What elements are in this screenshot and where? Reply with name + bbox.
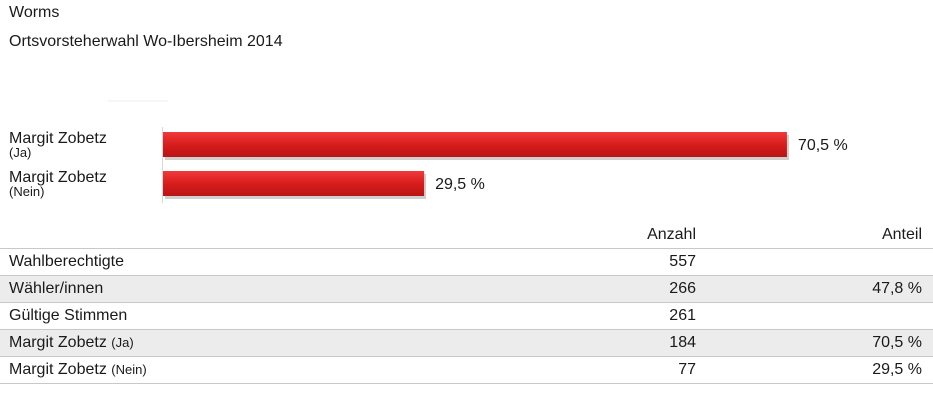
chart-bars: [163, 132, 789, 199]
row-label: Gültige Stimmen: [0, 302, 569, 330]
bar-chart: 70,5 %Margit Zobetz(Ja)29,5 %Margit Zobe…: [9, 100, 848, 203]
table-header-row: Anzahl Anteil: [0, 222, 933, 249]
row-label: Wähler/innen: [0, 275, 569, 303]
chart-labels: 70,5 %Margit Zobetz(Ja)29,5 %Margit Zobe…: [9, 130, 848, 199]
row-count: 77: [569, 356, 696, 384]
table-row: Margit Zobetz (Ja) 184 70,5 %: [0, 329, 933, 357]
bar: [163, 171, 425, 196]
row-label: Margit Zobetz (Nein): [0, 356, 569, 384]
row-share: 47,8 %: [696, 275, 933, 303]
category-label: Margit Zobetz: [9, 169, 107, 186]
table-row: Wahlberechtigte 557: [0, 248, 933, 276]
row-share: [696, 248, 933, 276]
data-label: 70,5 %: [798, 137, 848, 154]
category-sublabel: (Nein): [9, 184, 44, 199]
header-count: Anzahl: [569, 222, 696, 249]
row-count: 557: [569, 248, 696, 276]
bar: [163, 132, 787, 157]
row-label: Margit Zobetz (Ja): [0, 329, 569, 357]
table-row: Wähler/innen 266 47,8 %: [0, 275, 933, 303]
page-title: Worms: [9, 4, 60, 21]
chart-subtitle: Ortsvorsteherwahl Wo-Ibersheim 2014: [9, 33, 283, 50]
row-count: 184: [569, 329, 696, 357]
category-sublabel: (Ja): [9, 145, 31, 160]
row-count: 261: [569, 302, 696, 330]
row-share: [696, 302, 933, 330]
category-label: Margit Zobetz: [9, 130, 107, 147]
row-label: Wahlberechtigte: [0, 248, 569, 276]
row-share: 70,5 %: [696, 329, 933, 357]
data-label: 29,5 %: [435, 176, 485, 193]
header-name: [0, 222, 569, 249]
row-share: 29,5 %: [696, 356, 933, 384]
results-table: Anzahl Anteil Wahlberechtigte 557 Wähler…: [0, 222, 933, 384]
row-count: 266: [569, 275, 696, 303]
table-row: Margit Zobetz (Nein) 77 29,5 %: [0, 356, 933, 384]
header-share: Anteil: [696, 222, 933, 249]
chart-axis: [108, 100, 168, 203]
table-row: Gültige Stimmen 261: [0, 302, 933, 330]
